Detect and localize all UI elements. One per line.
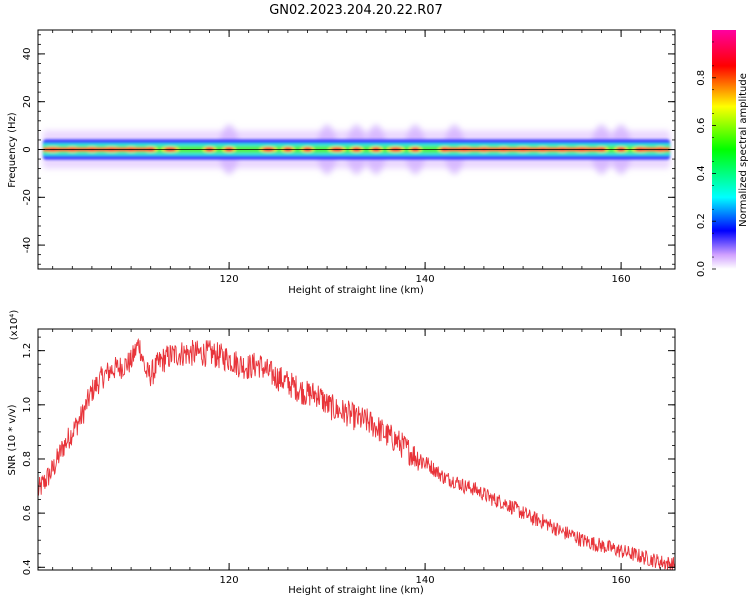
spectrogram-panel: 120 140 160 40 20 0 -20 -40 Height of straight … <box>7 29 676 296</box>
spectrogram-ticks: 120 140 160 40 20 0 -20 -40 <box>22 30 675 285</box>
snr-multiplier: (x10⁴) <box>9 310 20 341</box>
snr-ylabel: SNR (10 * v/v) <box>7 404 18 475</box>
colorbar-tick-label: 0.6 <box>696 118 707 134</box>
y-tick-label: 20 <box>22 95 33 108</box>
spectrogram-heatmap <box>38 124 675 175</box>
colorbar-tick-label: 0.4 <box>696 165 707 181</box>
snr-xlabel: Height of straight line (km) <box>288 585 424 596</box>
colorbar-ticks: 0.0 0.2 0.4 0.6 0.8 <box>696 41 716 277</box>
spectrogram-ylabel: Frequency (Hz) <box>7 112 18 188</box>
x-tick-label: 120 <box>220 575 239 586</box>
colorbar-tick-label: 0.0 <box>696 261 707 277</box>
y-tick-label: -20 <box>22 189 33 205</box>
y-tick-label: 0.4 <box>22 559 33 575</box>
snr-series-line <box>38 337 675 570</box>
colorbar-tick-label: 0.2 <box>696 213 707 229</box>
y-tick-label: -40 <box>22 237 33 253</box>
y-tick-label: 40 <box>22 48 33 61</box>
colorbar-tick-label: 0.8 <box>696 70 707 86</box>
colorbar-label: Normalized spectral amplitude <box>738 73 749 227</box>
x-tick-label: 140 <box>416 274 435 285</box>
y-tick-label: 0 <box>22 146 33 152</box>
spectrogram-xlabel: Height of straight line (km) <box>288 285 424 296</box>
figure-title: GN02.2023.204.20.22.R07 <box>269 3 443 18</box>
y-tick-label: 1.2 <box>22 343 33 359</box>
colorbar: 0.0 0.2 0.4 0.6 0.8 Normalized spectral ampl… <box>696 30 749 277</box>
snr-ticks: 120 140 160 0.4 0.6 0.8 1.0 1.2 <box>22 329 675 586</box>
snr-panel: 120 140 160 0.4 0.6 0.8 1.0 1.2 Height of strai… <box>7 310 676 596</box>
x-tick-label: 120 <box>220 274 239 285</box>
x-tick-label: 160 <box>612 575 631 586</box>
y-tick-label: 0.8 <box>22 451 33 467</box>
y-tick-label: 0.6 <box>22 505 33 521</box>
colorbar-gradient <box>712 30 736 269</box>
y-tick-label: 1.0 <box>22 397 33 413</box>
x-tick-label: 160 <box>612 274 631 285</box>
x-tick-label: 140 <box>416 575 435 586</box>
snr-frame <box>37 328 676 571</box>
